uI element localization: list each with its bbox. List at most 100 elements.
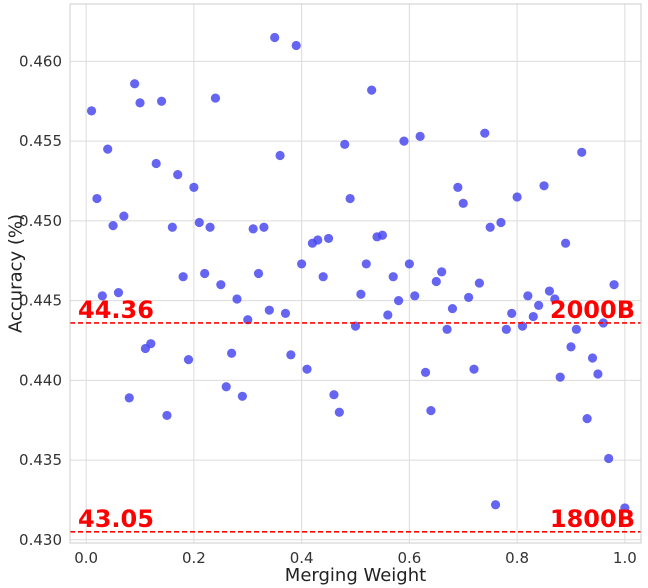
x-tick-label: 0.8 — [505, 549, 529, 567]
y-tick-label: 0.460 — [19, 52, 62, 70]
data-point — [167, 222, 177, 232]
y-tick-label: 0.440 — [19, 371, 62, 389]
reference-right-label: 2000B — [550, 296, 635, 324]
y-axis-title: Accuracy (%) — [6, 214, 27, 333]
data-point — [119, 211, 129, 221]
y-tick-label: 0.445 — [19, 292, 62, 310]
x-axis-title: Merging Weight — [285, 565, 426, 586]
data-point — [480, 128, 490, 138]
data-point — [442, 324, 452, 334]
grid — [70, 4, 641, 543]
x-tick-label: 0.4 — [290, 549, 314, 567]
data-points — [86, 32, 630, 513]
data-point — [534, 300, 544, 310]
data-point — [97, 291, 107, 301]
data-point — [162, 410, 172, 421]
data-point — [426, 406, 436, 416]
data-point — [496, 217, 506, 228]
data-point — [113, 288, 124, 298]
data-point — [103, 144, 113, 154]
data-point — [593, 369, 603, 379]
data-point — [431, 276, 441, 287]
data-point — [571, 324, 581, 334]
data-point — [560, 238, 571, 248]
data-point — [189, 182, 199, 192]
data-point — [512, 192, 522, 202]
data-point — [447, 303, 458, 314]
data-point — [550, 294, 560, 304]
data-point — [415, 131, 425, 141]
data-point — [609, 280, 619, 290]
data-point — [92, 193, 102, 204]
data-point — [156, 96, 167, 106]
data-point — [173, 170, 183, 180]
data-point — [501, 324, 511, 334]
data-point — [490, 500, 501, 510]
data-point — [124, 393, 134, 403]
y-tick-label: 0.430 — [19, 531, 62, 549]
data-point — [205, 222, 215, 232]
data-point — [577, 147, 587, 157]
reference-right-label: 1800B — [550, 505, 635, 533]
reference-lines: 44.36 2000B 43.05 1800B — [70, 296, 641, 533]
data-point — [270, 32, 280, 43]
data-point — [151, 158, 161, 169]
data-point — [259, 222, 269, 232]
data-point — [367, 85, 377, 95]
data-point — [388, 272, 398, 282]
data-point — [528, 311, 538, 322]
data-point — [194, 217, 204, 228]
data-point — [86, 106, 97, 116]
data-point — [232, 294, 242, 304]
y-tick-label: 0.450 — [19, 212, 62, 230]
data-point — [587, 353, 598, 363]
data-point — [474, 278, 484, 288]
data-point — [453, 182, 463, 192]
data-point — [146, 339, 156, 349]
data-point — [216, 280, 226, 290]
x-tick-label: 0.0 — [74, 549, 98, 567]
data-point — [280, 308, 291, 318]
data-point — [356, 289, 366, 299]
data-point — [377, 230, 388, 240]
data-point — [458, 198, 468, 208]
data-point — [291, 40, 301, 51]
data-point — [383, 310, 393, 320]
reference-left-label: 44.36 — [78, 296, 154, 324]
data-point — [555, 372, 565, 382]
data-point — [302, 364, 312, 374]
data-point — [200, 268, 210, 279]
data-point — [227, 348, 237, 358]
data-point — [329, 390, 339, 400]
data-point — [464, 292, 474, 303]
plot-frame — [69, 3, 642, 544]
data-point — [253, 268, 264, 279]
data-point — [420, 367, 431, 377]
data-point — [361, 259, 371, 269]
data-point — [598, 318, 608, 328]
data-point — [410, 291, 420, 301]
data-point — [620, 503, 630, 513]
plot-background — [70, 4, 641, 543]
data-point — [275, 150, 285, 161]
data-point — [345, 193, 355, 204]
axes: 0.0 0.2 0.4 0.6 0.8 1.0 0.430 0.435 0.440 0.445 0.… — [19, 3, 642, 567]
data-point — [264, 305, 274, 315]
data-point — [350, 321, 361, 331]
data-point — [437, 267, 447, 277]
data-point — [323, 233, 334, 244]
data-point — [404, 259, 414, 269]
x-tick-label: 1.0 — [613, 549, 637, 567]
data-point — [243, 315, 253, 325]
data-point — [178, 272, 188, 282]
data-point — [393, 296, 404, 306]
y-tick-label: 0.435 — [19, 451, 62, 469]
data-point — [539, 181, 549, 191]
data-point — [469, 364, 479, 374]
y-tick-label: 0.455 — [19, 132, 62, 150]
data-point — [544, 286, 555, 296]
data-point — [237, 391, 247, 401]
data-point — [297, 259, 307, 269]
reference-left-label: 43.05 — [78, 505, 154, 533]
